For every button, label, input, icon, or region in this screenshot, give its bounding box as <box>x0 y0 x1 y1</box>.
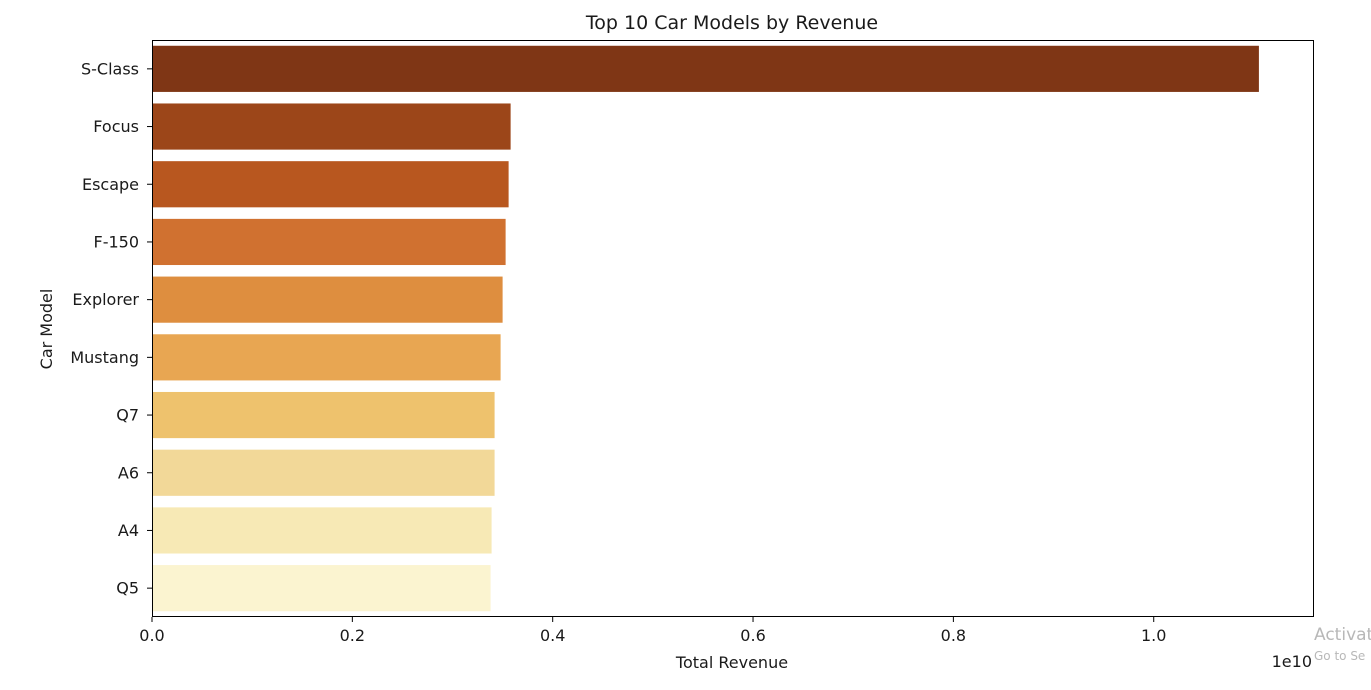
x-tick-label: 0.8 <box>941 626 966 645</box>
y-tick-label: Mustang <box>70 348 139 367</box>
x-tick-label: 0.6 <box>740 626 765 645</box>
bar-a4 <box>152 507 492 554</box>
bar-explorer <box>152 276 503 323</box>
activation-watermark: Activat Go to Se <box>1314 624 1371 664</box>
x-tick-label: 0.4 <box>540 626 565 645</box>
y-tick-label: F-150 <box>93 232 139 251</box>
y-tick-label: Q5 <box>116 579 139 598</box>
plot-frame <box>152 40 1314 617</box>
bar-a6 <box>152 449 495 496</box>
x-axis-offset-label: 1e10 <box>1272 652 1312 671</box>
bar-escape <box>152 161 509 208</box>
y-tick-label: Q7 <box>116 406 139 425</box>
bar-q7 <box>152 391 495 439</box>
watermark-sub-text: Go to Se <box>1314 649 1366 663</box>
x-axis: 0.0 0.2 0.4 0.6 0.8 1.0 <box>139 617 1166 645</box>
bar-q5 <box>152 565 491 612</box>
x-tick-label: 0.0 <box>139 626 164 645</box>
y-axis: S-Class Focus Escape F-150 Explorer Mustang Q7… <box>70 59 152 598</box>
y-tick-label: Escape <box>82 175 139 194</box>
bar-s-class <box>152 45 1259 92</box>
x-tick-label: 1.0 <box>1141 626 1166 645</box>
y-tick-label: A4 <box>118 521 139 540</box>
y-tick-label: Focus <box>93 117 139 136</box>
bar-f-150 <box>152 218 506 266</box>
bar-mustang <box>152 334 501 381</box>
watermark-main-text: Activat <box>1314 625 1371 645</box>
bars-group <box>152 45 1259 612</box>
chart-title: Top 10 Car Models by Revenue <box>585 12 878 34</box>
y-tick-label: Explorer <box>72 290 139 309</box>
y-tick-label: A6 <box>118 463 139 482</box>
x-axis-label: Total Revenue <box>675 653 788 672</box>
y-tick-label: S-Class <box>81 59 139 78</box>
x-tick-label: 0.2 <box>340 626 365 645</box>
y-axis-label: Car Model <box>37 289 56 370</box>
bar-focus <box>152 103 511 150</box>
